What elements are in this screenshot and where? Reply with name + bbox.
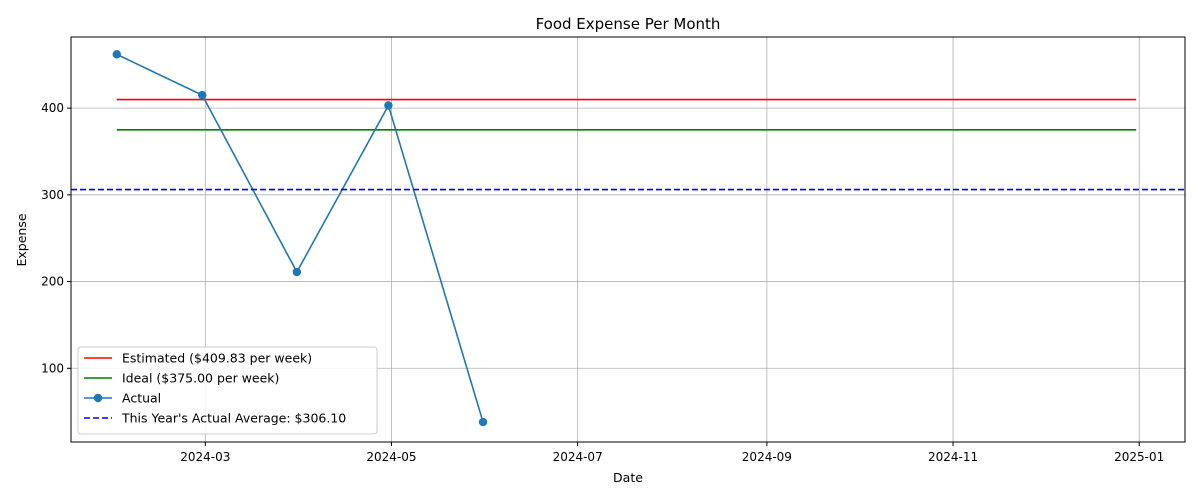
y-tick-label: 400 [41, 101, 64, 115]
x-tick-label: 2024-07 [553, 450, 603, 464]
legend: Estimated ($409.83 per week) Ideal ($375.… [77, 346, 378, 435]
y-tick-label: 300 [41, 188, 64, 202]
legend-label: Actual [122, 391, 161, 406]
legend-label: This Year's Actual Average: $306.10 [121, 411, 346, 426]
x-axis-title: Date [613, 470, 643, 485]
legend-box [77, 346, 378, 435]
actual-point [292, 267, 302, 277]
chart-title: Food Expense Per Month [536, 15, 721, 33]
legend-label: Ideal ($375.00 per week) [122, 371, 279, 386]
actual-point [198, 90, 207, 100]
actual-point [112, 50, 121, 59]
y-tick-label: 100 [41, 361, 64, 375]
x-tick-label: 2024-09 [742, 450, 792, 464]
series-layer [71, 50, 1185, 427]
x-tick-label: 2025-01 [1114, 450, 1164, 464]
actual-point [478, 417, 488, 427]
x-tick-label: 2024-03 [180, 450, 230, 464]
x-tick-label: 2024-11 [928, 450, 978, 464]
actual-point [384, 101, 393, 110]
legend-label: Estimated ($409.83 per week) [122, 351, 312, 366]
legend-marker [93, 393, 103, 403]
y-tick-label: 200 [41, 275, 64, 289]
x-tick-label: 2024-05 [366, 450, 416, 464]
y-axis-title: Expense [14, 213, 29, 266]
axis-ticks: 2024-03 2024-05 2024-07 2024-09 2024-11 2025-… [41, 101, 1164, 464]
plot-frame [70, 36, 1186, 443]
grid [71, 37, 1185, 442]
